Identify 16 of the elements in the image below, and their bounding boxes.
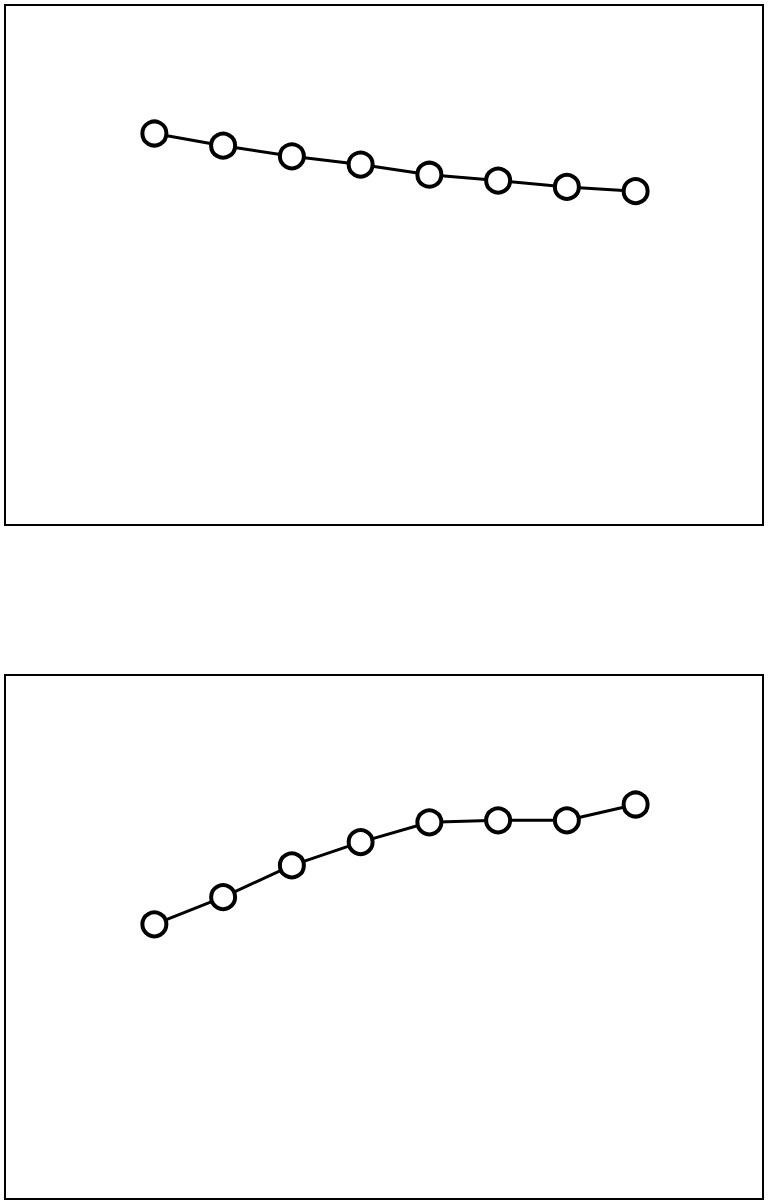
point	[209, 131, 238, 160]
point	[346, 150, 375, 179]
point	[621, 177, 650, 206]
point	[209, 883, 238, 912]
point	[552, 172, 581, 201]
point	[277, 851, 306, 880]
point	[140, 119, 169, 148]
point	[484, 806, 513, 835]
point	[484, 166, 513, 195]
point	[277, 142, 306, 171]
point	[552, 806, 581, 835]
point	[415, 808, 444, 837]
point	[415, 160, 444, 189]
point	[621, 790, 650, 819]
point	[140, 910, 169, 939]
point	[346, 828, 375, 857]
